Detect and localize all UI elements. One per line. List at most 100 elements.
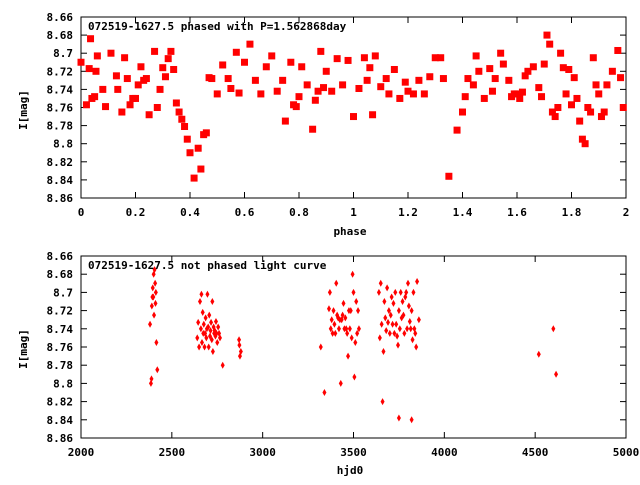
data-point bbox=[562, 90, 570, 98]
data-point bbox=[161, 73, 169, 81]
data-point bbox=[114, 85, 122, 93]
data-point bbox=[536, 350, 541, 358]
data-point bbox=[410, 336, 415, 344]
data-point bbox=[142, 75, 150, 83]
data-point bbox=[386, 318, 391, 326]
data-point bbox=[516, 94, 524, 102]
data-point bbox=[322, 389, 327, 396]
data-point bbox=[333, 55, 341, 63]
data-point bbox=[397, 325, 402, 333]
data-point bbox=[326, 305, 331, 313]
data-point bbox=[298, 63, 306, 71]
data-point bbox=[287, 58, 295, 66]
data-point bbox=[393, 288, 398, 296]
data-point bbox=[205, 290, 210, 298]
data-point bbox=[328, 87, 336, 95]
y-tick-label: 8.74 bbox=[47, 83, 74, 96]
data-point bbox=[420, 90, 428, 98]
data-point bbox=[401, 78, 409, 86]
data-point bbox=[237, 341, 242, 349]
data-point bbox=[345, 329, 350, 337]
data-point bbox=[394, 320, 399, 328]
data-point bbox=[409, 416, 414, 424]
data-point bbox=[386, 307, 391, 315]
data-point bbox=[405, 325, 410, 333]
data-point bbox=[149, 375, 154, 383]
data-point bbox=[194, 144, 202, 152]
data-point bbox=[600, 108, 608, 116]
data-point bbox=[363, 76, 371, 84]
data-point bbox=[149, 302, 154, 310]
data-point bbox=[196, 318, 201, 326]
data-point bbox=[206, 343, 211, 351]
data-point bbox=[148, 320, 153, 328]
y-tick-label: 8.82 bbox=[47, 396, 74, 409]
data-point bbox=[183, 135, 191, 143]
data-point bbox=[126, 101, 134, 109]
x-tick-label: 1.6 bbox=[507, 206, 527, 219]
data-point bbox=[123, 75, 131, 83]
data-point bbox=[175, 108, 183, 116]
data-point bbox=[237, 336, 242, 344]
data-point bbox=[551, 325, 556, 333]
data-point bbox=[347, 325, 352, 333]
data-point bbox=[153, 288, 158, 296]
data-point bbox=[134, 81, 142, 89]
data-point bbox=[338, 379, 343, 387]
data-point bbox=[377, 334, 382, 342]
axis-ticks: 2000 2500 3000 3500 4000 4500 50008.668.688.78… bbox=[47, 250, 640, 459]
y-tick-label: 8.82 bbox=[47, 156, 74, 169]
data-point bbox=[204, 334, 209, 342]
data-point bbox=[409, 307, 414, 315]
data-point bbox=[199, 338, 204, 346]
x-axis-label: hjd0 bbox=[337, 464, 364, 477]
x-tick-label: 3000 bbox=[249, 446, 276, 459]
data-point bbox=[382, 298, 387, 305]
data-point bbox=[118, 108, 126, 116]
data-point bbox=[200, 308, 205, 316]
data-point bbox=[137, 63, 145, 71]
data-point bbox=[334, 279, 339, 287]
data-point bbox=[153, 104, 161, 111]
data-point bbox=[85, 65, 93, 73]
data-point bbox=[199, 290, 204, 298]
x-tick-label: 0 bbox=[78, 206, 85, 219]
data-point bbox=[219, 61, 227, 69]
data-point bbox=[356, 325, 361, 333]
data-point bbox=[202, 343, 207, 351]
data-point bbox=[431, 54, 439, 62]
data-point bbox=[220, 361, 225, 369]
data-point bbox=[377, 83, 385, 91]
y-tick-label: 8.86 bbox=[47, 432, 74, 445]
data-point bbox=[589, 54, 597, 62]
x-tick-label: 4000 bbox=[431, 446, 458, 459]
data-point bbox=[415, 277, 420, 285]
data-point bbox=[209, 336, 214, 344]
data-point bbox=[314, 87, 322, 95]
data-point bbox=[262, 63, 270, 71]
data-point bbox=[578, 135, 586, 143]
data-point bbox=[384, 327, 389, 335]
data-point bbox=[353, 338, 358, 346]
data-point bbox=[213, 318, 218, 326]
data-point bbox=[349, 334, 354, 342]
y-tick-label: 8.76 bbox=[47, 341, 74, 354]
data-point bbox=[295, 93, 303, 101]
data-point bbox=[322, 67, 330, 75]
data-point bbox=[472, 52, 480, 60]
data-point bbox=[587, 108, 595, 116]
x-tick-label: 0.6 bbox=[235, 206, 255, 219]
data-point bbox=[145, 111, 153, 119]
x-tick-label: 4500 bbox=[522, 446, 549, 459]
x-tick-label: 0.2 bbox=[126, 206, 146, 219]
y-tick-label: 8.74 bbox=[47, 323, 74, 336]
data-point bbox=[573, 94, 581, 102]
data-point bbox=[543, 31, 551, 39]
data-point bbox=[121, 54, 129, 62]
data-point bbox=[330, 329, 335, 337]
data-point bbox=[402, 329, 407, 337]
data-point bbox=[356, 307, 361, 315]
data-point bbox=[241, 58, 248, 66]
y-axis-label: I[mag] bbox=[17, 329, 30, 369]
